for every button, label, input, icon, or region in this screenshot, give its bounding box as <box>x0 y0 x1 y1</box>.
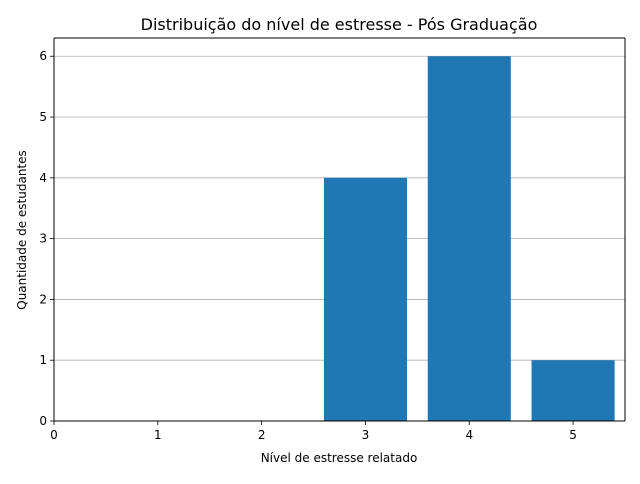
y-tick-label-6: 6 <box>39 49 47 63</box>
x-axis-ticks: 0 1 2 3 4 5 <box>50 421 577 442</box>
x-tick-label-5: 5 <box>569 428 577 442</box>
bar-5 <box>531 360 615 421</box>
axes <box>53 37 626 422</box>
bars <box>323 56 615 421</box>
y-tick-label-3: 3 <box>39 232 47 246</box>
chart-title: Distribuição do nível de estresse - Pós … <box>141 15 538 34</box>
y-axis-ticks: 0 1 2 3 4 5 6 <box>39 49 54 428</box>
bar-3 <box>323 177 407 421</box>
x-tick-label-3: 3 <box>362 428 370 442</box>
y-tick-label-1: 1 <box>39 353 47 367</box>
x-axis-label: Nível de estresse relatado <box>261 451 418 465</box>
y-tick-label-4: 4 <box>39 171 47 185</box>
x-tick-label-0: 0 <box>50 428 58 442</box>
y-axis-label: Quantidade de estudantes <box>15 150 29 310</box>
x-tick-label-2: 2 <box>258 428 266 442</box>
y-tick-label-0: 0 <box>39 414 47 428</box>
bar-4 <box>427 56 511 421</box>
x-tick-label-4: 4 <box>465 428 473 442</box>
y-tick-label-5: 5 <box>39 110 47 124</box>
y-tick-label-2: 2 <box>39 292 47 306</box>
x-tick-label-1: 1 <box>154 428 162 442</box>
